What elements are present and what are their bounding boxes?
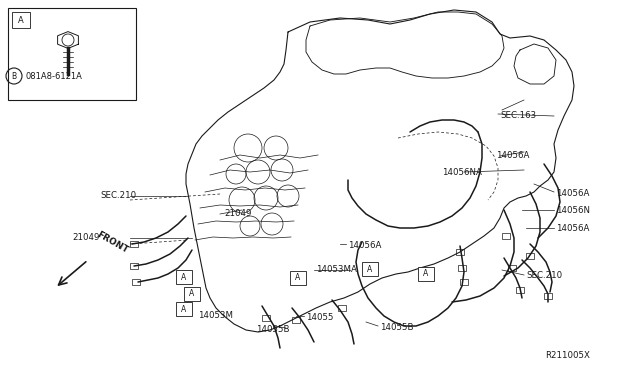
Bar — [544, 293, 552, 299]
Bar — [362, 262, 378, 276]
Text: A: A — [181, 305, 187, 314]
Text: 14056A: 14056A — [556, 189, 589, 198]
Text: 14053M: 14053M — [198, 311, 233, 320]
Bar — [526, 253, 534, 259]
Text: B: B — [12, 71, 17, 80]
Bar — [292, 317, 300, 323]
Text: A: A — [367, 264, 372, 273]
Bar — [132, 279, 140, 285]
Text: SEC.163: SEC.163 — [500, 110, 536, 119]
Bar — [338, 305, 346, 311]
Bar — [456, 249, 464, 255]
Text: 21049: 21049 — [224, 208, 252, 218]
Text: 14056A: 14056A — [556, 224, 589, 232]
Text: A: A — [424, 269, 429, 279]
Bar — [130, 263, 138, 269]
Bar — [176, 270, 192, 284]
Text: SEC.210: SEC.210 — [526, 270, 562, 279]
Bar — [262, 315, 270, 321]
Bar — [418, 267, 434, 281]
Bar — [458, 265, 466, 271]
Text: 14055: 14055 — [306, 314, 333, 323]
Text: 14055B: 14055B — [380, 324, 413, 333]
Text: 21049: 21049 — [72, 232, 99, 241]
Text: 14056A: 14056A — [348, 241, 381, 250]
Text: A: A — [181, 273, 187, 282]
Bar — [12, 12, 30, 28]
Text: R211005X: R211005X — [545, 350, 590, 359]
Text: A: A — [189, 289, 195, 298]
Text: 14056A: 14056A — [496, 151, 529, 160]
Text: A: A — [296, 273, 301, 282]
Bar — [508, 265, 516, 271]
Text: 14056NA: 14056NA — [442, 167, 482, 176]
Text: 14053MA: 14053MA — [316, 266, 357, 275]
Text: 14055B: 14055B — [256, 326, 289, 334]
Text: SEC.210: SEC.210 — [100, 190, 136, 199]
Bar — [290, 271, 306, 285]
Text: 081A8-6121A: 081A8-6121A — [26, 71, 83, 80]
Bar — [502, 233, 510, 239]
Bar — [8, 8, 136, 100]
Bar — [130, 241, 138, 247]
Bar — [460, 279, 468, 285]
Bar — [516, 287, 524, 293]
Bar — [184, 287, 200, 301]
Text: A: A — [18, 16, 24, 25]
Bar — [176, 302, 192, 316]
Text: 14056N: 14056N — [556, 205, 590, 215]
Text: FRONT: FRONT — [95, 230, 129, 255]
